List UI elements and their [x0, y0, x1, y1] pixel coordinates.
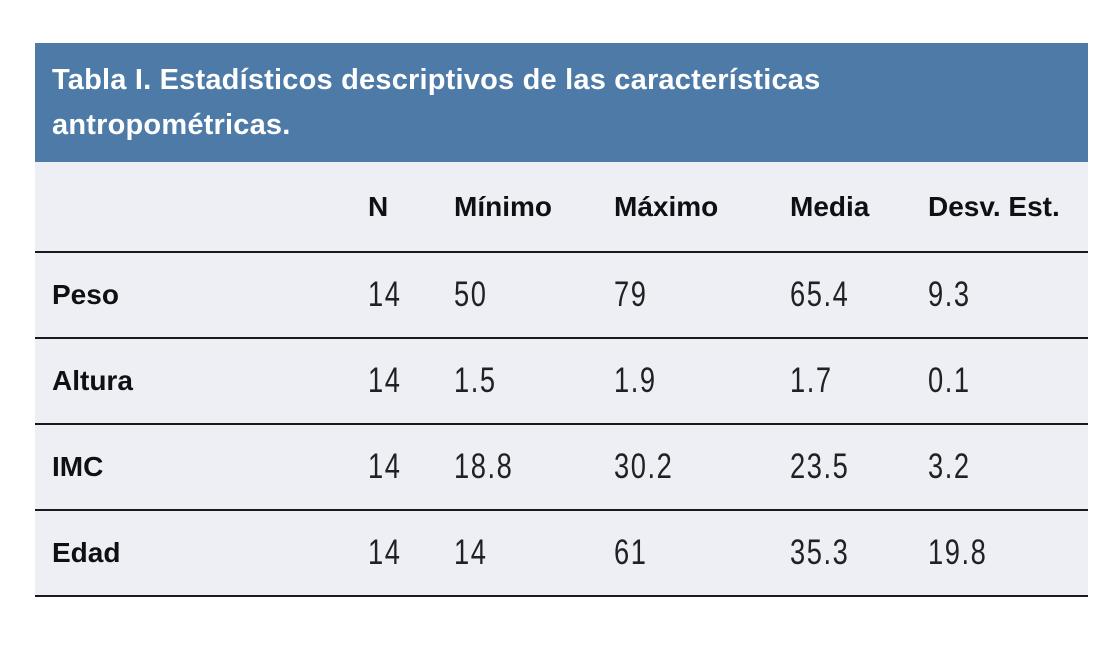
cell-value: 1.5: [454, 361, 497, 400]
table-row-imc: IMC 14 18.8 30.2 23.5 3.2: [35, 424, 1088, 511]
cell-value: 14: [368, 447, 402, 486]
row-label: Edad: [35, 510, 368, 597]
table-cell: 30.2: [614, 424, 790, 511]
cell-value: 19.8: [928, 533, 988, 572]
cell-value: 1.9: [614, 361, 657, 400]
column-header-row: N Mínimo Máximo Media Desv. Est.: [35, 162, 1088, 253]
table-cell: 1.5: [454, 338, 614, 425]
table-cell: 19.8: [928, 510, 1088, 597]
table-body: Peso 14 50 79 65.4 9.3 Altura 14 1.5 1.9…: [35, 252, 1088, 597]
cell-value: 23.5: [790, 447, 850, 486]
cell-value: 65.4: [790, 275, 850, 314]
column-header-media: Media: [790, 162, 928, 253]
table-row-edad: Edad 14 14 61 35.3 19.8: [35, 510, 1088, 597]
table-cell: 79: [614, 252, 790, 339]
cell-value: 79: [614, 275, 648, 314]
table-row-altura: Altura 14 1.5 1.9 1.7 0.1: [35, 338, 1088, 425]
cell-value: 14: [454, 533, 488, 572]
table-cell: 65.4: [790, 252, 928, 339]
table-cell: 14: [368, 338, 454, 425]
table-cell: 14: [368, 510, 454, 597]
table-cell: 35.3: [790, 510, 928, 597]
column-header-n: N: [368, 162, 454, 253]
table-cell: 14: [368, 424, 454, 511]
table-cell: 3.2: [928, 424, 1088, 511]
column-header-minimo: Mínimo: [454, 162, 614, 253]
table-title: Tabla I. Estadísticos descriptivos de la…: [35, 43, 1088, 162]
row-label: Altura: [35, 338, 368, 425]
table-cell: 61: [614, 510, 790, 597]
table-cell: 1.9: [614, 338, 790, 425]
table-cell: 1.7: [790, 338, 928, 425]
cell-value: 0.1: [928, 361, 971, 400]
cell-value: 35.3: [790, 533, 850, 572]
table-row-peso: Peso 14 50 79 65.4 9.3: [35, 252, 1088, 339]
column-header-maximo: Máximo: [614, 162, 790, 253]
cell-value: 30.2: [614, 447, 674, 486]
cell-value: 61: [614, 533, 648, 572]
descriptive-stats-table: N Mínimo Máximo Media Desv. Est. Peso 14…: [35, 162, 1088, 597]
cell-value: 14: [368, 275, 402, 314]
table-cell: 23.5: [790, 424, 928, 511]
cell-value: 1.7: [790, 361, 833, 400]
table-cell: 0.1: [928, 338, 1088, 425]
row-label: Peso: [35, 252, 368, 339]
cell-value: 18.8: [454, 447, 514, 486]
table-cell: 9.3: [928, 252, 1088, 339]
stats-table-card: Tabla I. Estadísticos descriptivos de la…: [35, 43, 1088, 597]
cell-value: 50: [454, 275, 488, 314]
column-header-desv-est: Desv. Est.: [928, 162, 1088, 253]
cell-value: 14: [368, 361, 402, 400]
column-header-variable: [35, 162, 368, 253]
table-cell: 14: [368, 252, 454, 339]
row-label: IMC: [35, 424, 368, 511]
table-cell: 50: [454, 252, 614, 339]
cell-value: 14: [368, 533, 402, 572]
cell-value: 9.3: [928, 275, 971, 314]
cell-value: 3.2: [928, 447, 971, 486]
table-cell: 14: [454, 510, 614, 597]
table-cell: 18.8: [454, 424, 614, 511]
